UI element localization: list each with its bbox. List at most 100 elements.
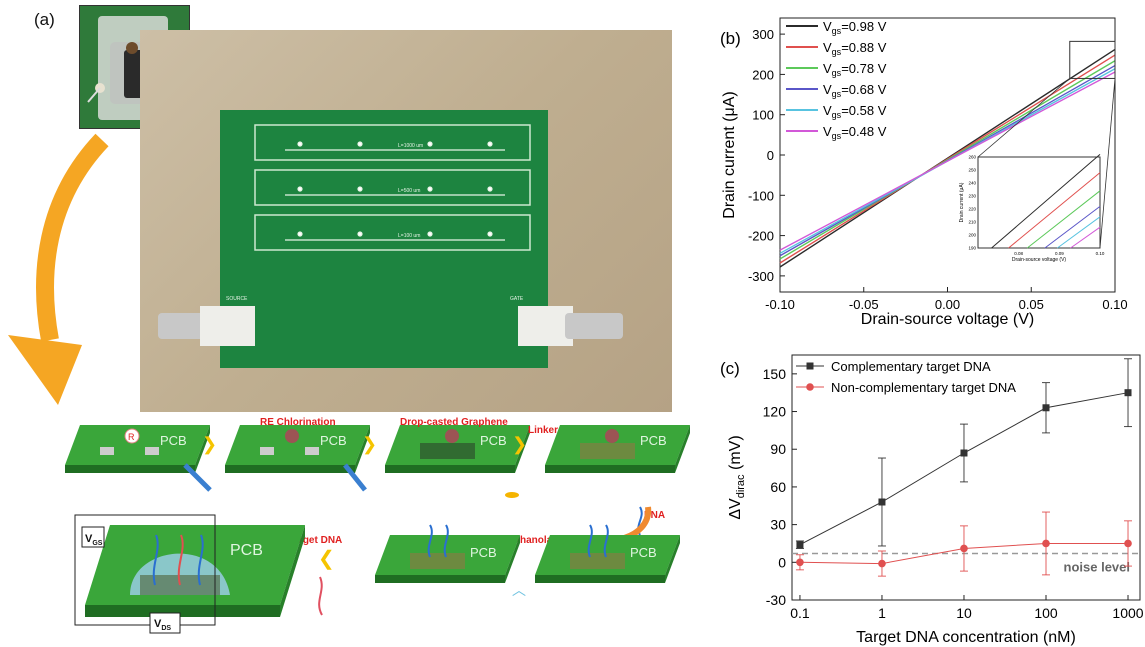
pcb-board-drawing: L=1000 um L=500 um L=100 um SOURCE GATE [158, 110, 623, 368]
channel-label-1000: L=1000 um [398, 143, 423, 149]
linker-icon [505, 492, 519, 498]
dirac-data-point [796, 541, 804, 549]
iv-inset-x-tick-label: 0.09 [1055, 251, 1064, 256]
vgs-label: VGS [85, 533, 103, 547]
electrode-letter: R [128, 432, 135, 442]
dirac-data-point [1042, 404, 1050, 412]
iv-axes: -0.10 -0.05 0.00 0.05 0.10 -300 -200 -100 0 100 20… [748, 17, 1128, 312]
iv-inset-x-label: Drain-source voltage (V) [1012, 257, 1067, 263]
channel-label-100: L=100 um [398, 233, 420, 239]
dirac-series-group: noise level [792, 358, 1140, 577]
iv-y-tick-label: -100 [748, 188, 774, 203]
step-label-pna: PNA [644, 510, 665, 521]
dirac-y-tick-label: 120 [763, 404, 787, 420]
dirac-legend-marker [806, 383, 814, 391]
dirac-data-point [1042, 539, 1050, 548]
step-arrow-5: ︿ [512, 582, 526, 598]
dirac-x-tick-label: 100 [1034, 605, 1058, 621]
dirac-x-tick-label: 1000 [1112, 605, 1143, 621]
dirac-plot-frame [791, 354, 1141, 601]
schematic-step-4: PCB [545, 425, 690, 473]
dirac-x-tick-label: 1 [878, 605, 886, 621]
step-arrow-1: ❯ [202, 434, 217, 455]
iv-inset-y-label: Drain current (μA) [959, 182, 965, 222]
iv-zoom-connector [1099, 78, 1116, 249]
iv-inset-line [1044, 206, 1101, 249]
vds-label: VDS [154, 618, 171, 632]
step-label-target-dna: Target DNA [288, 535, 342, 546]
iv-y-tick-label: 200 [752, 67, 774, 82]
schematic-step-5: PCB [535, 524, 680, 583]
schematic-step-6: PCB [375, 524, 520, 583]
dirac-y-tick-label: 60 [770, 479, 786, 495]
iv-inset-y-tick-label: 200 [968, 233, 976, 238]
iv-legend: Vgs=0.98 V Vgs=0.88 V Vgs=0.78 V Vgs=0.68 V… [786, 19, 887, 141]
iv-inset-y-tick-label: 250 [968, 168, 976, 173]
iv-y-tick-label: -200 [748, 229, 774, 244]
dirac-data-point [960, 449, 968, 457]
iv-legend-label: Vgs=0.68 V [823, 82, 887, 99]
step-arrow-4: ❮ [318, 548, 335, 570]
iv-y-tick-label: 100 [752, 108, 774, 123]
step-label-linker: Linker [528, 425, 558, 436]
pcb-label-5: PCB [630, 545, 657, 560]
dirac-y-tick-label: 150 [763, 366, 787, 382]
iv-y-tick-label: 300 [752, 27, 774, 42]
iv-legend-label: Vgs=0.58 V [823, 103, 887, 120]
dirac-axes: 0.1 1 10 100 1000 -30 0 30 60 90 120 150 [763, 354, 1144, 621]
dirac-y-tick-label: 30 [770, 517, 786, 533]
iv-x-axis-label: Drain-source voltage (V) [861, 311, 1034, 328]
noise-level-label: noise level [1064, 560, 1130, 575]
iv-plot-frame [779, 17, 1116, 293]
dirac-data-point [1124, 539, 1132, 548]
iv-inset-x-tick-label: 0.08 [1014, 251, 1023, 256]
schematic-step-1: R PCB [65, 425, 210, 473]
iv-series-line [779, 71, 1116, 251]
panel-label-b: (b) [720, 29, 741, 48]
dirac-y-axis-label: ΔVdirac (mV) [727, 435, 747, 519]
pipette-icon-1 [183, 463, 212, 492]
iv-inset-x-tick-label: 0.10 [1096, 251, 1105, 256]
dirac-y-tick-label: 0 [778, 554, 786, 570]
iv-y-tick-label: -300 [748, 269, 774, 284]
pcb-label-1: PCB [160, 433, 187, 448]
step-arrow-3: ❯ [512, 434, 527, 455]
pcb-label-4: PCB [640, 433, 667, 448]
channel-label-500: L=500 um [398, 188, 420, 194]
iv-inset-y-tick-label: 190 [968, 246, 976, 251]
connector-label-source: SOURCE [226, 296, 248, 302]
iv-zoom-box [1069, 40, 1116, 79]
iv-x-tick-label: -0.10 [765, 297, 795, 312]
schematic-step-3: PCB [385, 425, 530, 473]
schematic-step-2: PCB [225, 425, 370, 473]
panel-label-a: (a) [34, 10, 55, 29]
step-arrow-2: ❯ [362, 434, 377, 455]
panel-label-c: (c) [720, 359, 740, 378]
schematic-final-device: PCB VGS VDS [74, 514, 305, 634]
connector-label-gate: GATE [510, 296, 524, 302]
dirac-y-tick-label: 90 [770, 441, 786, 457]
pcb-board-photo: L=1000 um L=500 um L=100 um SOURCE GATE [140, 30, 672, 412]
iv-inset-line [1057, 216, 1101, 249]
iv-inset-y-tick-label: 260 [968, 155, 976, 160]
dirac-y-tick-label: -30 [766, 592, 786, 608]
iv-inset-line [1008, 172, 1101, 249]
iv-y-tick-label: 0 [767, 148, 774, 163]
iv-inset-y-tick-label: 220 [968, 207, 976, 212]
iv-legend-label: Vgs=0.48 V [823, 124, 887, 141]
step-label-ethanolamine: Ethanolamine [510, 535, 576, 546]
dirac-x-tick-label: 10 [956, 605, 972, 621]
iv-series-line [779, 60, 1116, 260]
dirac-data-point [796, 558, 804, 567]
dirac-x-tick-label: 0.1 [790, 605, 810, 621]
pcb-label-2: PCB [320, 433, 347, 448]
target-dna-icon [318, 576, 323, 616]
iv-x-tick-label: 0.10 [1102, 297, 1127, 312]
iv-series-group [779, 48, 1116, 268]
iv-y-axis-label: Drain current (μA) [721, 91, 738, 218]
iv-zoom-connector [977, 78, 1071, 158]
pcb-label-6: PCB [470, 545, 497, 560]
dirac-data-point [1124, 389, 1132, 397]
iv-inset: 0.08 0.09 0.10 190 200 210 220 230 240 250 260 Drai… [959, 40, 1116, 263]
chart-dirac: (c) 0.1 1 10 100 1000 -30 0 30 60 90 120 150 noise … [720, 354, 1144, 646]
